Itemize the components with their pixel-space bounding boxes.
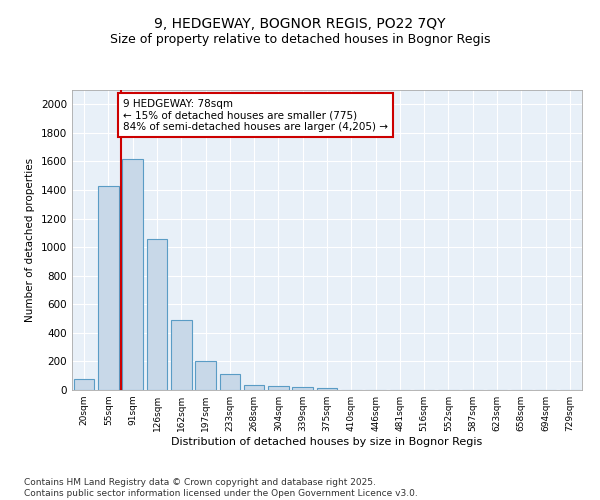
Bar bbox=[220, 374, 240, 390]
Bar bbox=[98, 186, 119, 390]
Bar bbox=[292, 388, 313, 390]
Bar bbox=[317, 388, 337, 390]
Text: Contains HM Land Registry data © Crown copyright and database right 2025.
Contai: Contains HM Land Registry data © Crown c… bbox=[24, 478, 418, 498]
Bar bbox=[122, 158, 143, 390]
Bar bbox=[195, 360, 216, 390]
Bar bbox=[268, 386, 289, 390]
X-axis label: Distribution of detached houses by size in Bognor Regis: Distribution of detached houses by size … bbox=[172, 437, 482, 447]
Bar bbox=[244, 384, 265, 390]
Y-axis label: Number of detached properties: Number of detached properties bbox=[25, 158, 35, 322]
Text: Size of property relative to detached houses in Bognor Regis: Size of property relative to detached ho… bbox=[110, 32, 490, 46]
Bar bbox=[146, 238, 167, 390]
Bar bbox=[74, 378, 94, 390]
Bar bbox=[171, 320, 191, 390]
Text: 9 HEDGEWAY: 78sqm
← 15% of detached houses are smaller (775)
84% of semi-detache: 9 HEDGEWAY: 78sqm ← 15% of detached hous… bbox=[123, 98, 388, 132]
Text: 9, HEDGEWAY, BOGNOR REGIS, PO22 7QY: 9, HEDGEWAY, BOGNOR REGIS, PO22 7QY bbox=[154, 18, 446, 32]
